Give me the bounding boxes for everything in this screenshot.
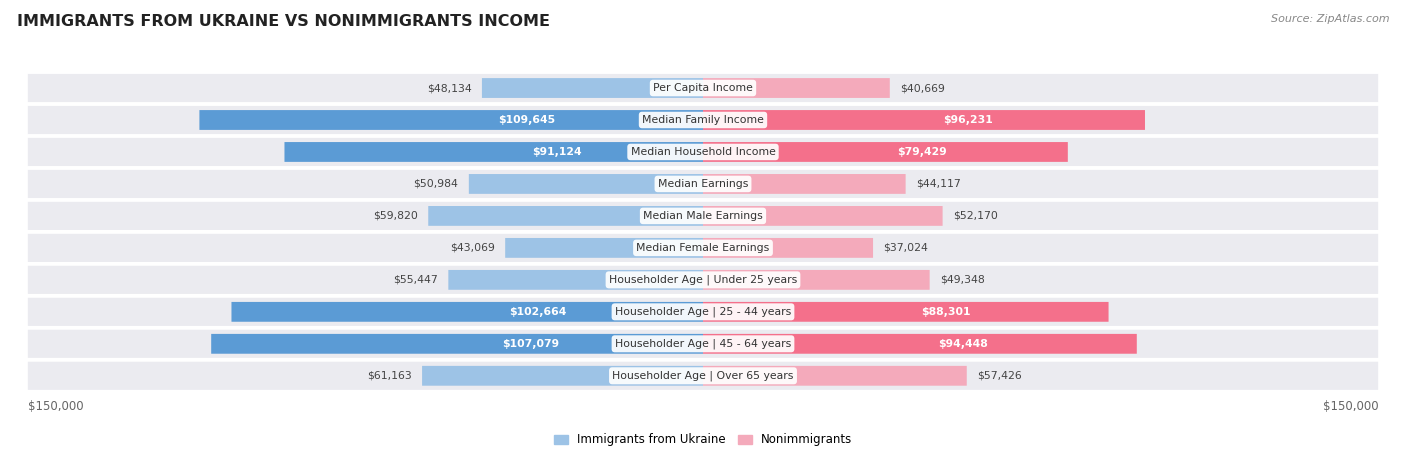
FancyBboxPatch shape xyxy=(703,302,1108,322)
FancyBboxPatch shape xyxy=(200,110,703,130)
FancyBboxPatch shape xyxy=(28,266,1378,294)
Text: $50,984: $50,984 xyxy=(413,179,458,189)
Text: $61,163: $61,163 xyxy=(367,371,412,381)
Text: $40,669: $40,669 xyxy=(900,83,945,93)
Text: Median Female Earnings: Median Female Earnings xyxy=(637,243,769,253)
FancyBboxPatch shape xyxy=(28,170,1378,198)
Text: $44,117: $44,117 xyxy=(915,179,960,189)
FancyBboxPatch shape xyxy=(28,74,1378,102)
Text: $59,820: $59,820 xyxy=(373,211,418,221)
FancyBboxPatch shape xyxy=(28,234,1378,262)
FancyBboxPatch shape xyxy=(28,202,1378,230)
Legend: Immigrants from Ukraine, Nonimmigrants: Immigrants from Ukraine, Nonimmigrants xyxy=(548,429,858,451)
FancyBboxPatch shape xyxy=(482,78,703,98)
Text: $109,645: $109,645 xyxy=(498,115,555,125)
Text: $88,301: $88,301 xyxy=(921,307,972,317)
FancyBboxPatch shape xyxy=(232,302,703,322)
FancyBboxPatch shape xyxy=(703,270,929,290)
FancyBboxPatch shape xyxy=(28,330,1378,358)
FancyBboxPatch shape xyxy=(703,174,905,194)
Text: Median Earnings: Median Earnings xyxy=(658,179,748,189)
Text: Householder Age | 45 - 64 years: Householder Age | 45 - 64 years xyxy=(614,339,792,349)
Text: $94,448: $94,448 xyxy=(938,339,988,349)
FancyBboxPatch shape xyxy=(703,110,1144,130)
FancyBboxPatch shape xyxy=(28,106,1378,134)
FancyBboxPatch shape xyxy=(28,138,1378,166)
Text: Householder Age | Under 25 years: Householder Age | Under 25 years xyxy=(609,275,797,285)
FancyBboxPatch shape xyxy=(703,142,1067,162)
FancyBboxPatch shape xyxy=(703,206,942,226)
FancyBboxPatch shape xyxy=(505,238,703,258)
FancyBboxPatch shape xyxy=(468,174,703,194)
Text: Per Capita Income: Per Capita Income xyxy=(652,83,754,93)
Text: $49,348: $49,348 xyxy=(941,275,984,285)
FancyBboxPatch shape xyxy=(703,238,873,258)
Text: $57,426: $57,426 xyxy=(977,371,1022,381)
FancyBboxPatch shape xyxy=(28,298,1378,326)
Text: $37,024: $37,024 xyxy=(883,243,928,253)
Text: $150,000: $150,000 xyxy=(28,400,83,413)
Text: $150,000: $150,000 xyxy=(1323,400,1378,413)
Text: Median Family Income: Median Family Income xyxy=(643,115,763,125)
Text: Householder Age | 25 - 44 years: Householder Age | 25 - 44 years xyxy=(614,307,792,317)
Text: Householder Age | Over 65 years: Householder Age | Over 65 years xyxy=(612,370,794,381)
Text: $55,447: $55,447 xyxy=(394,275,439,285)
FancyBboxPatch shape xyxy=(703,334,1137,354)
FancyBboxPatch shape xyxy=(28,362,1378,390)
Text: $91,124: $91,124 xyxy=(531,147,581,157)
Text: $52,170: $52,170 xyxy=(953,211,998,221)
Text: Median Household Income: Median Household Income xyxy=(630,147,776,157)
Text: $43,069: $43,069 xyxy=(450,243,495,253)
Text: IMMIGRANTS FROM UKRAINE VS NONIMMIGRANTS INCOME: IMMIGRANTS FROM UKRAINE VS NONIMMIGRANTS… xyxy=(17,14,550,29)
Text: $96,231: $96,231 xyxy=(943,115,993,125)
FancyBboxPatch shape xyxy=(703,366,967,386)
FancyBboxPatch shape xyxy=(703,78,890,98)
FancyBboxPatch shape xyxy=(429,206,703,226)
Text: $79,429: $79,429 xyxy=(897,147,946,157)
Text: Median Male Earnings: Median Male Earnings xyxy=(643,211,763,221)
Text: $107,079: $107,079 xyxy=(502,339,560,349)
Text: $102,664: $102,664 xyxy=(509,307,567,317)
Text: $48,134: $48,134 xyxy=(427,83,471,93)
Text: Source: ZipAtlas.com: Source: ZipAtlas.com xyxy=(1271,14,1389,24)
FancyBboxPatch shape xyxy=(422,366,703,386)
FancyBboxPatch shape xyxy=(449,270,703,290)
FancyBboxPatch shape xyxy=(284,142,703,162)
FancyBboxPatch shape xyxy=(211,334,703,354)
